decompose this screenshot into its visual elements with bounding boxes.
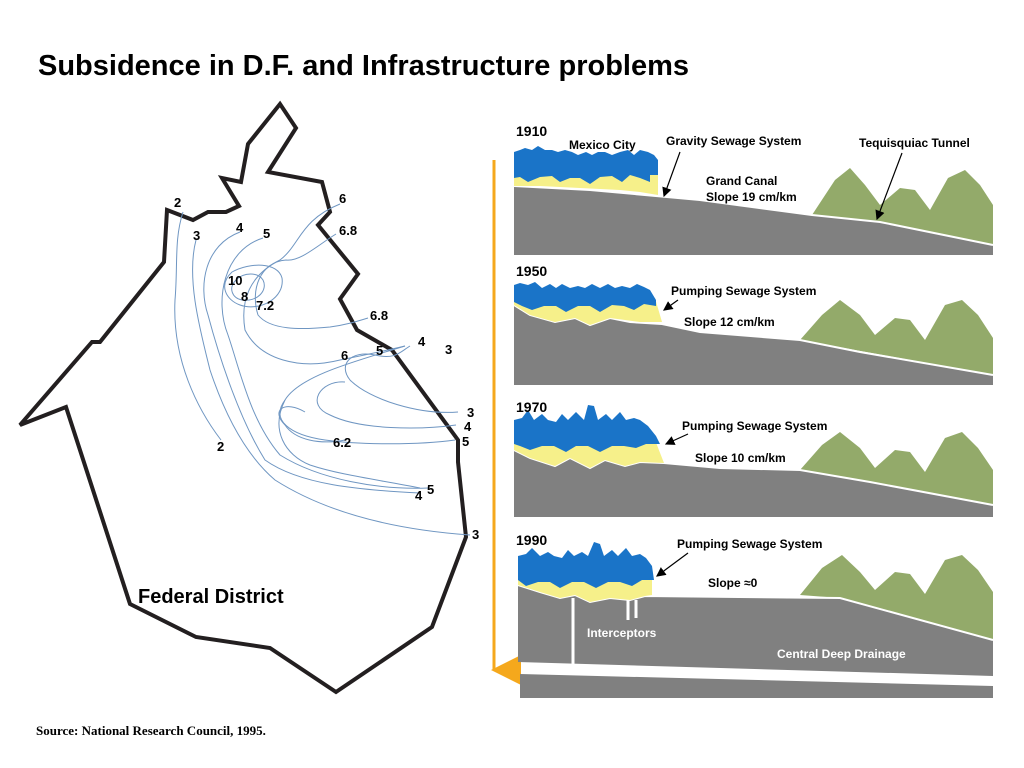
tunnel-pointer bbox=[875, 152, 903, 221]
panel-1990: 1990 Pumping Sewage System Slope ≈0 Inte… bbox=[516, 532, 994, 698]
contour-label: 4 bbox=[236, 220, 244, 235]
contour-label: 6 bbox=[341, 348, 348, 363]
slope-label: Slope 10 cm/km bbox=[695, 451, 786, 465]
source-note: Source: National Research Council, 1995. bbox=[36, 723, 266, 738]
mountains bbox=[800, 555, 993, 640]
sewage-pointer bbox=[663, 299, 679, 311]
region-label: Federal District bbox=[138, 586, 284, 608]
sewage-label: Pumping Sewage System bbox=[671, 284, 816, 298]
contour-label: 6.8 bbox=[370, 308, 388, 323]
slope-label: Slope 12 cm/km bbox=[684, 315, 775, 329]
sewage-pointer bbox=[664, 433, 689, 445]
contour-label: 5 bbox=[263, 226, 270, 241]
contour-label: 5 bbox=[427, 482, 434, 497]
interceptor-shafts bbox=[571, 598, 638, 665]
year-label: 1990 bbox=[516, 532, 547, 548]
panel-1950: 1950 Pumping Sewage System Slope 12 cm/k… bbox=[513, 263, 994, 385]
slope-label: Slope 19 cm/km bbox=[706, 190, 797, 204]
contour-label: 10 bbox=[228, 273, 242, 288]
contour-label: 5 bbox=[376, 343, 383, 358]
city-yellow bbox=[518, 578, 652, 602]
ground-surface-line bbox=[513, 185, 994, 246]
contour-label: 8 bbox=[241, 289, 248, 304]
ground bbox=[514, 450, 993, 517]
contour-label: 4 bbox=[415, 488, 423, 503]
panel-1970: 1970 Pumping Sewage System Slope 10 cm/k… bbox=[513, 399, 994, 517]
year-label: 1950 bbox=[516, 263, 547, 279]
deep-drainage-band bbox=[520, 674, 993, 698]
mountains bbox=[800, 432, 993, 505]
cross-section-panels: 1910 Mexico City Gravity Sewage System T… bbox=[491, 123, 994, 698]
city-skyline bbox=[514, 282, 656, 312]
ground bbox=[514, 305, 993, 385]
city-skyline bbox=[518, 542, 654, 588]
tunnel-label: Tequisquiac Tunnel bbox=[859, 136, 970, 150]
city-skyline bbox=[514, 146, 658, 184]
contour-label: 3 bbox=[467, 405, 474, 420]
contour-label: 6.8 bbox=[339, 223, 357, 238]
interceptors-label: Interceptors bbox=[587, 626, 657, 640]
city-yellow bbox=[514, 440, 664, 468]
slope-label: Slope ≈0 bbox=[708, 576, 758, 590]
contour-label: 4 bbox=[464, 419, 472, 434]
contour-lines bbox=[174, 203, 471, 536]
contour-label: 7.2 bbox=[256, 298, 274, 313]
page-title: Subsidence in D.F. and Infrastructure pr… bbox=[38, 50, 690, 82]
mountains bbox=[812, 168, 993, 245]
canal-label: Grand Canal bbox=[706, 174, 777, 188]
sewage-label: Pumping Sewage System bbox=[682, 419, 827, 433]
mountains bbox=[800, 300, 993, 375]
sewage-pointer bbox=[662, 151, 681, 198]
sewage-label: Pumping Sewage System bbox=[677, 537, 822, 551]
contour-label: 2 bbox=[174, 195, 181, 210]
sewage-label: Gravity Sewage System bbox=[666, 134, 801, 148]
city-label: Mexico City bbox=[569, 138, 636, 152]
sewage-pointer bbox=[656, 552, 689, 577]
contour-label-group: 2 3 4 5 6 6.8 10 8 7.2 6.8 6 5 4 3 3 4 5… bbox=[174, 191, 479, 542]
contour-label: 3 bbox=[472, 527, 479, 542]
ground-surface-line bbox=[513, 304, 994, 376]
contour-label: 3 bbox=[193, 228, 200, 243]
ground bbox=[514, 186, 993, 255]
contour-label: 4 bbox=[418, 334, 426, 349]
contour-label: 3 bbox=[445, 342, 452, 357]
year-label: 1910 bbox=[516, 123, 547, 139]
deep-drainage-label: Central Deep Drainage bbox=[777, 647, 906, 661]
contour-label: 6.2 bbox=[333, 435, 351, 450]
panel-1910: 1910 Mexico City Gravity Sewage System T… bbox=[513, 123, 994, 255]
district-boundary bbox=[18, 100, 469, 695]
subsidence-contour-map: 2 3 4 5 6 6.8 10 8 7.2 6.8 6 5 4 3 3 4 5… bbox=[18, 100, 479, 695]
contour-label: 6 bbox=[339, 191, 346, 206]
year-label: 1970 bbox=[516, 399, 547, 415]
contour-label: 5 bbox=[462, 434, 469, 449]
contour-label: 2 bbox=[217, 439, 224, 454]
city-skyline bbox=[514, 405, 660, 452]
